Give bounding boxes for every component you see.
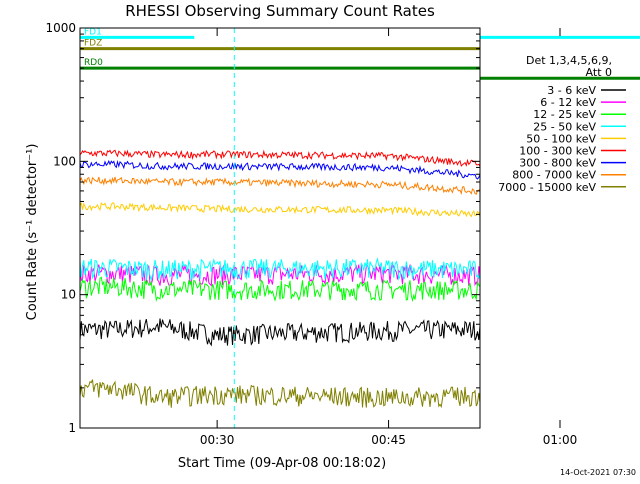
series-line-0 (79, 318, 481, 347)
legend-label-4: 50 - 100 keV (526, 132, 596, 145)
annotation-label-1: FD1 (84, 27, 102, 37)
legend-label-7: 800 - 7000 keV (512, 169, 596, 182)
footer-timestamp: 14-Oct-2021 07:30 (560, 468, 636, 477)
x-tick-label-0: 00:30 (200, 433, 235, 447)
legend-label-2: 12 - 25 keV (533, 108, 596, 121)
legend-label-1: 6 - 12 keV (540, 96, 596, 109)
annotation-layer: FDZFD1NRD0RD4 (80, 27, 640, 80)
y-tick-label-0: 1 (68, 421, 76, 435)
plot-frame (79, 27, 481, 429)
y-tick-label-3: 1000 (45, 21, 76, 35)
y-tick-label-2: 100 (53, 154, 76, 168)
x-tick-label-1: 00:45 (371, 433, 406, 447)
annotation-label-0: FDZ (84, 39, 102, 49)
legend-label-3: 25 - 50 keV (533, 120, 596, 133)
y-axis-label: Count Rate (s⁻¹ detector⁻¹) (25, 144, 40, 321)
annotation-label-3: RD0 (84, 58, 103, 68)
series-line-6 (79, 159, 481, 180)
chart-title: RHESSI Observing Summary Count Rates (125, 2, 435, 20)
vertical-markers (233, 28, 235, 428)
series-line-4 (79, 202, 481, 218)
x-tick-label-2: 01:00 (543, 433, 578, 447)
legend-header-0: Det 1,3,4,5,6,9, (526, 54, 612, 67)
legend-label-8: 7000 - 15000 keV (498, 181, 596, 194)
y-tick-label-1: 10 (61, 288, 76, 302)
series-line-2 (79, 276, 481, 303)
series-layer (79, 149, 481, 409)
series-line-5 (79, 149, 481, 167)
legend-label-0: 3 - 6 keV (547, 84, 596, 97)
legend-header-1: Att 0 (586, 66, 612, 79)
series-line-3 (79, 257, 481, 282)
legend-label-5: 100 - 300 keV (519, 145, 596, 158)
series-line-8 (79, 379, 481, 409)
legend-label-6: 300 - 800 keV (519, 157, 596, 170)
series-line-7 (79, 176, 481, 196)
x-axis-label: Start Time (09-Apr-08 00:18:02) (178, 456, 386, 471)
